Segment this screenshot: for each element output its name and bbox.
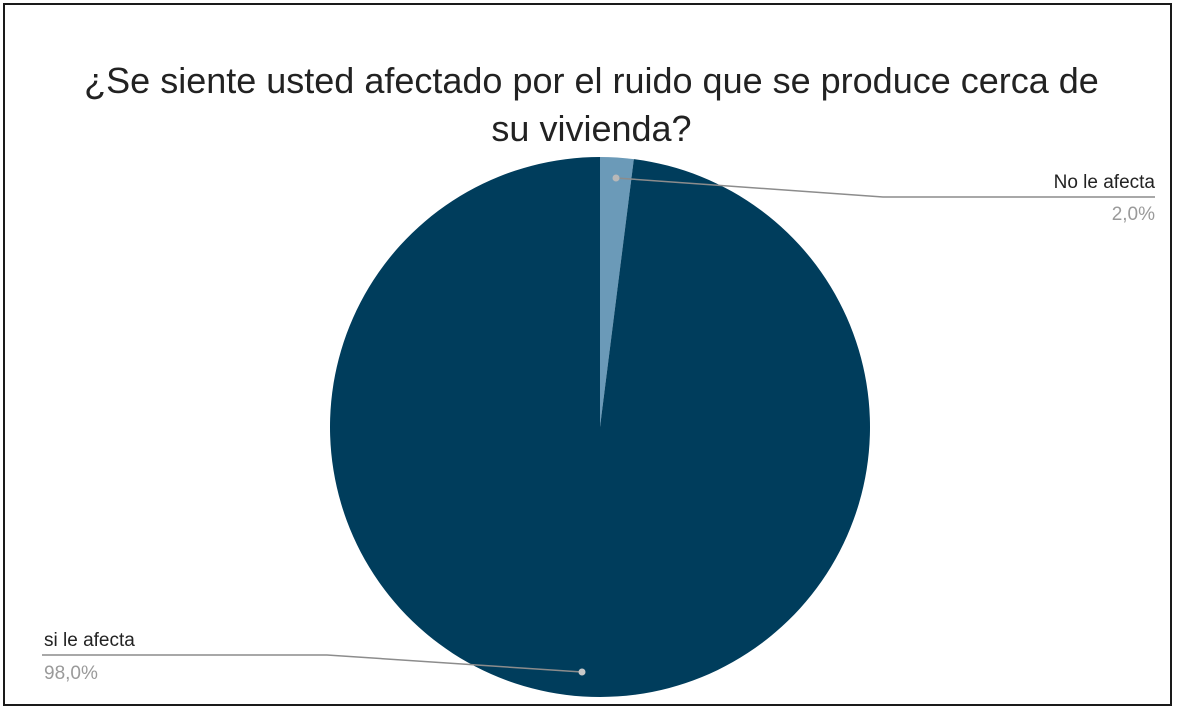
slice-label-si-le-afecta: si le afecta bbox=[44, 630, 135, 651]
pie-chart: No le afecta 2,0% si le afecta 98,0% bbox=[42, 157, 1155, 697]
leader-line-no-le-afecta bbox=[615, 177, 1155, 198]
slice-label-no-le-afecta: No le afecta bbox=[1054, 172, 1156, 193]
pie-slices bbox=[330, 157, 871, 697]
chart-title: ¿Se siente usted afectado por el ruido q… bbox=[5, 57, 1170, 153]
leader-dot-no-le-afecta bbox=[612, 174, 620, 182]
pie-slice-no-le-afecta bbox=[600, 157, 634, 427]
leader-line-si-le-afecta bbox=[42, 654, 583, 673]
slice-value-no-le-afecta: 2,0% bbox=[1112, 204, 1155, 225]
slice-value-si-le-afecta: 98,0% bbox=[44, 663, 98, 684]
pie-slice-si-le-afecta bbox=[330, 157, 871, 697]
chart-title-line-1: ¿Se siente usted afectado por el ruido q… bbox=[84, 60, 1099, 101]
leader-lines bbox=[42, 174, 1155, 676]
chart-frame: ¿Se siente usted afectado por el ruido q… bbox=[3, 3, 1172, 706]
slice-labels: No le afecta 2,0% si le afecta 98,0% bbox=[44, 172, 1155, 684]
leader-dot-si-le-afecta bbox=[578, 668, 586, 676]
chart-title-line-2: su vivienda? bbox=[491, 108, 692, 149]
